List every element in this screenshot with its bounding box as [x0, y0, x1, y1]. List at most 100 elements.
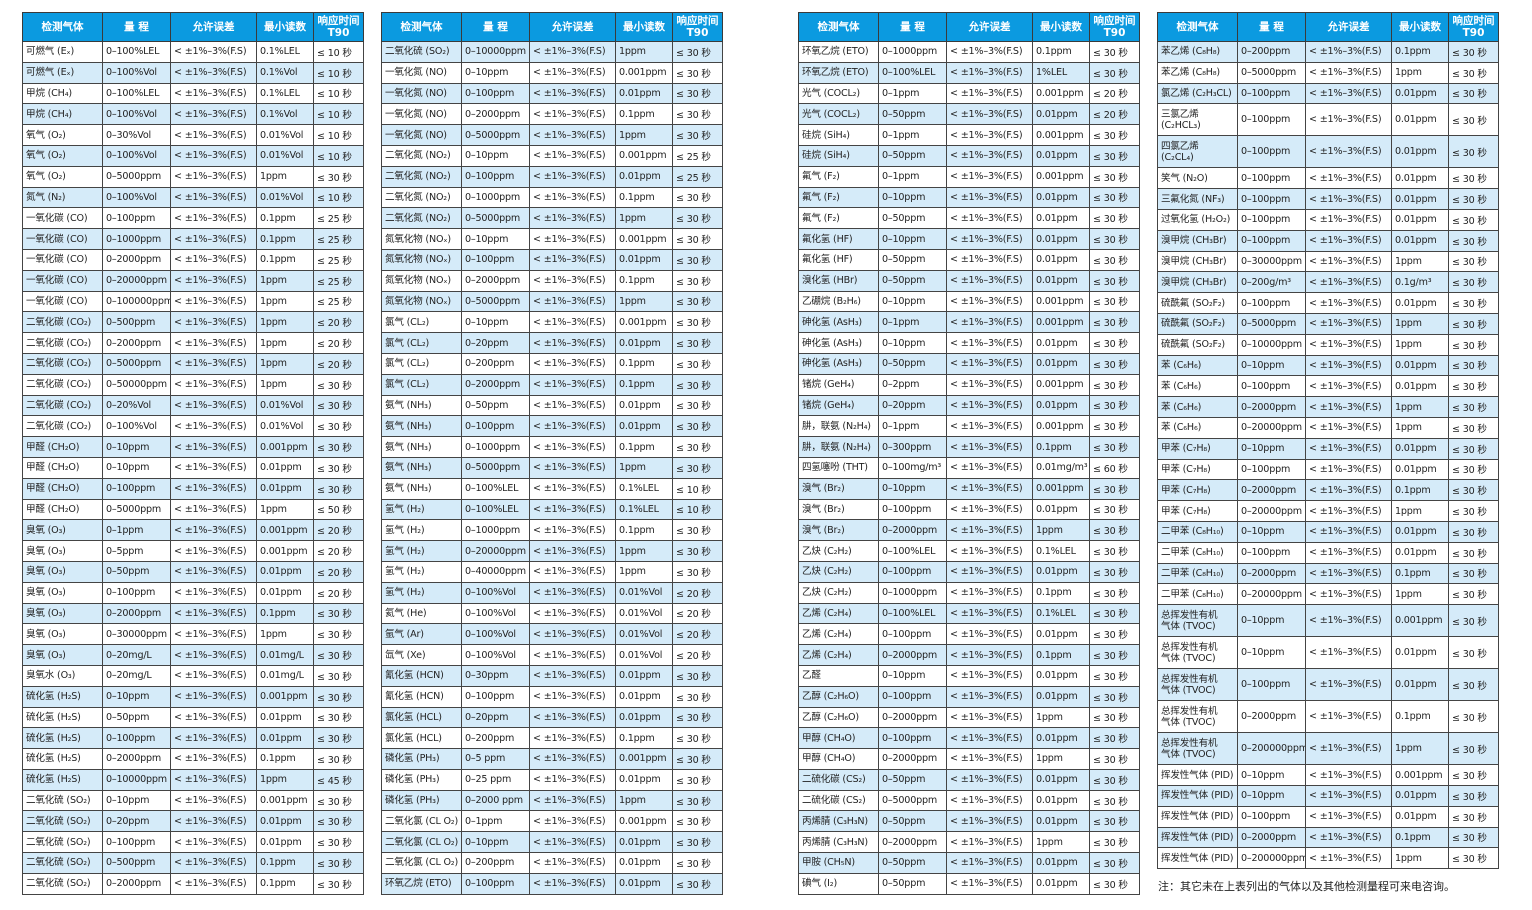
resolution-cell: 0.001ppm [1032, 477, 1090, 500]
header-response-time: 响应时间 T90 [672, 12, 723, 42]
error-cell: < ±1%–3%(F.S) [529, 644, 616, 666]
table-row: 挥发性气体 (PID) 0–10ppm < ±1%–3%(F.S) 0.001ppm ≤… [1157, 764, 1499, 786]
range-cell: 0–50ppm [878, 872, 947, 895]
gas-cell: 磷化氢 (PH₃) [381, 748, 462, 770]
table-row: 一氧化氮 (NO) 0–100ppm < ±1%–3%(F.S) 0.01ppm ≤ 3… [381, 82, 723, 105]
range-cell: 0–50ppm [878, 269, 947, 292]
resolution-cell: 0.01ppm [1032, 269, 1090, 292]
table-row: 二氧化氮 (NO₂) 0–1000ppm < ±1%–3%(F.S) 0.1ppm ≤ … [381, 186, 723, 209]
resolution-cell: 0.01ppm [1391, 520, 1449, 543]
table-row: 硅烷 (SiH₄) 0–50ppm < ±1%–3%(F.S) 0.01ppm ≤ 30… [798, 144, 1140, 167]
table-row: 二氧化氯 (CL O₂) 0–10ppm < ±1%–3%(F.S) 0.01ppm ≤… [381, 831, 723, 854]
error-cell: < ±1%–3%(F.S) [170, 519, 257, 542]
gas-cell: 苯乙烯 (C₈H₈) [1157, 61, 1238, 84]
error-cell: < ±1%–3%(F.S) [946, 831, 1033, 854]
resolution-cell: 0.01ppm [1391, 82, 1449, 105]
resolution-cell: 0.01ppm [615, 332, 673, 354]
error-cell: < ±1%–3%(F.S) [170, 144, 257, 167]
resolution-cell: 0.01ppm [256, 831, 314, 854]
response-time-cell: ≤ 30 秒 [1448, 500, 1499, 522]
table-row: 乙烯 (C₂H₄) 0–100ppm < ±1%–3%(F.S) 0.01ppm ≤ 3… [798, 623, 1140, 646]
error-cell: < ±1%–3%(F.S) [170, 124, 257, 146]
table-row: 总挥发性有机 气体 (TVOC) 0–2000ppm < ±1%–3%(F.S) 0.… [1157, 700, 1499, 734]
table-row: 氢气 (H₂) 0–20000ppm < ±1%–3%(F.S) 1ppm ≤ 30 秒 [381, 540, 723, 562]
range-cell: 0–2000ppm [461, 373, 530, 396]
gas-cell: 臭氧 (O₃) [22, 540, 103, 562]
table-row: 一氧化碳 (CO) 0–100000ppm < ±1%–3%(F.S) 1ppm ≤ 2… [22, 290, 364, 313]
footnote: 注：其它未在上表列出的气体以及其他检测量程可来电咨询。 [1158, 880, 1455, 893]
resolution-cell: 0.1%LEL [256, 82, 314, 105]
gas-cell: 硅烷 (SiH₄) [798, 124, 879, 146]
response-time-cell: ≤ 30 秒 [313, 436, 364, 458]
table-row: 挥发性气体 (PID) 0–200000ppm < ±1%–3%(F.S) 1ppm ≤… [1157, 847, 1499, 870]
gas-cell: 溴甲烷 (CH₃Br) [1157, 229, 1238, 252]
range-cell: 0–20%Vol [102, 394, 171, 417]
resolution-cell: 0.01ppm [615, 82, 673, 105]
gas-cell: 苯 (C₆H₆) [1157, 354, 1238, 377]
gas-cell: 氮气 (N₂) [22, 186, 103, 209]
response-time-cell: ≤ 30 秒 [672, 727, 723, 750]
response-time-cell: ≤ 30 秒 [1089, 269, 1140, 292]
error-cell: < ±1%–3%(F.S) [946, 311, 1033, 334]
resolution-cell: 0.01ppm [615, 706, 673, 729]
range-cell: 0–200000ppm [1237, 847, 1306, 870]
error-cell: < ±1%–3%(F.S) [1305, 784, 1392, 807]
error-cell: < ±1%–3%(F.S) [1305, 292, 1392, 314]
header-response-time: 响应时间 T90 [313, 12, 364, 42]
gas-cell: 氯化氢 (HCL) [381, 706, 462, 729]
error-cell: < ±1%–3%(F.S) [946, 269, 1033, 292]
response-time-cell: ≤ 30 秒 [1448, 732, 1499, 766]
gas-cell: 氟化氢 (HF) [798, 248, 879, 271]
response-time-cell: ≤ 30 秒 [1448, 188, 1499, 210]
resolution-cell: 0.01%Vol [615, 602, 673, 625]
table-row: 硫酰氟 (SO₂F₂) 0–10000ppm < ±1%–3%(F.S) 1ppm ≤ … [1157, 333, 1499, 356]
response-time-cell: ≤ 30 秒 [672, 394, 723, 417]
error-cell: < ±1%–3%(F.S) [946, 623, 1033, 646]
error-cell: < ±1%–3%(F.S) [1305, 41, 1392, 63]
range-cell: 0–10ppm [461, 311, 530, 334]
range-cell: 0–20ppm [878, 394, 947, 417]
error-cell: < ±1%–3%(F.S) [1305, 312, 1392, 335]
error-cell: < ±1%–3%(F.S) [946, 186, 1033, 209]
resolution-cell: 1ppm [256, 165, 314, 188]
gas-cell: 挥发性气体 (PID) [1157, 826, 1238, 849]
gas-cell: 光气 (COCL₂) [798, 103, 879, 126]
table-row: 甲醇 (CH₄O) 0–100ppm < ±1%–3%(F.S) 0.01ppm ≤ 3… [798, 727, 1140, 750]
range-cell: 0–10ppm [102, 789, 171, 812]
error-cell: < ±1%–3%(F.S) [170, 165, 257, 188]
gas-cell: 氢气 (H₂) [381, 498, 462, 521]
error-cell: < ±1%–3%(F.S) [529, 207, 616, 230]
resolution-cell: 0.01ppm [1032, 727, 1090, 750]
gas-cell: 臭氧 (O₃) [22, 560, 103, 583]
resolution-cell: 0.01ppm [615, 394, 673, 417]
table-row: 环氧乙烷 (ETO) 0–100%LEL < ±1%–3%(F.S) 1%LEL ≤ 3… [798, 61, 1140, 84]
gas-cell: 氧气 (O₂) [22, 144, 103, 167]
gas-cell: 二甲苯 (C₈H₁₀) [1157, 520, 1238, 543]
resolution-cell: 0.001ppm [1391, 764, 1449, 786]
gas-cell: 甲苯 (C₇H₈) [1157, 437, 1238, 460]
error-cell: < ±1%–3%(F.S) [170, 664, 257, 687]
gas-cell: 氦气 (He) [381, 602, 462, 625]
resolution-cell: 0.01%Vol [256, 144, 314, 167]
response-time-cell: ≤ 30 秒 [313, 810, 364, 833]
response-time-cell: ≤ 30 秒 [313, 685, 364, 708]
range-cell: 0–5000ppm [102, 165, 171, 188]
resolution-cell: 0.001ppm [615, 61, 673, 84]
gas-cell: 苯 (C₆H₆) [1157, 416, 1238, 439]
resolution-cell: 0.01ppm [1391, 437, 1449, 460]
resolution-cell: 1ppm [256, 373, 314, 396]
gas-cell: 二氧化氮 (NO₂) [381, 165, 462, 188]
response-time-cell: ≤ 30 秒 [313, 789, 364, 812]
gas-cell: 挥发性气体 (PID) [1157, 805, 1238, 828]
response-time-cell: ≤ 30 秒 [672, 810, 723, 833]
resolution-cell: 0.01ppm [1032, 144, 1090, 167]
error-cell: < ±1%–3%(F.S) [170, 560, 257, 583]
response-time-cell: ≤ 30 秒 [672, 560, 723, 583]
gas-cell: 甲苯 (C₇H₈) [1157, 479, 1238, 502]
gas-cell: 一氧化碳 (CO) [22, 248, 103, 271]
table-row: 甲烷 (CH₄) 0–100%LEL < ±1%–3%(F.S) 0.1%LEL ≤ 1… [22, 82, 364, 105]
response-time-cell: ≤ 30 秒 [1448, 416, 1499, 439]
error-cell: < ±1%–3%(F.S) [946, 872, 1033, 895]
range-cell: 0–1ppm [878, 165, 947, 188]
range-cell: 0–2000ppm [1237, 700, 1306, 734]
